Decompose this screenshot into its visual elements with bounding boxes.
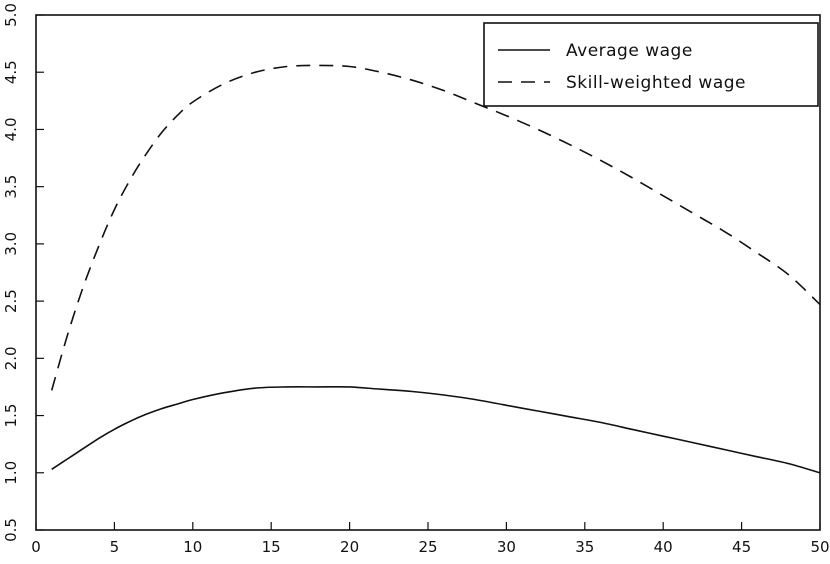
y-tick-label: 1.5 (2, 404, 20, 428)
y-tick-label: 4.5 (2, 60, 20, 84)
series-line-average-wage (51, 385, 821, 474)
x-tick-label: 35 (575, 538, 594, 556)
legend-box (483, 22, 819, 107)
y-tick-label: 2.5 (2, 289, 20, 313)
x-tick-label: 30 (497, 538, 516, 556)
x-tick-label: 40 (654, 538, 673, 556)
legend-label-skill-weighted-wage: Skill-weighted wage (566, 73, 746, 93)
x-tick-label: 10 (183, 538, 202, 556)
y-tick-label: 3.5 (2, 175, 20, 199)
tick-labels: 0 5 10 15 20 25 30 35 40 45 50 0.5 1.0 1.5 2.0 2.5 3.0 3.… (2, 3, 830, 556)
x-tick-label: 20 (340, 538, 359, 556)
series-line-skill-weighted-wage (50, 64, 821, 391)
x-tick-label: 50 (810, 538, 829, 556)
legend: Average wage Skill-weighted wage (483, 22, 819, 107)
x-tick-label: 45 (732, 538, 751, 556)
y-tick-label: 0.5 (2, 518, 20, 542)
y-tick-label: 1.0 (2, 461, 20, 485)
y-tick-label: 4.0 (2, 118, 20, 142)
y-tick-label: 2.0 (2, 346, 20, 370)
x-tick-label: 15 (262, 538, 281, 556)
x-tick-label: 25 (418, 538, 437, 556)
y-tick-label: 3.0 (2, 232, 20, 256)
x-tick-label: 5 (110, 538, 120, 556)
y-tick-label: 5.0 (2, 3, 20, 27)
x-tick-label: 0 (31, 538, 41, 556)
series-lines (50, 64, 821, 474)
plot-frame (35, 14, 821, 531)
legend-label-average-wage: Average wage (566, 41, 693, 61)
